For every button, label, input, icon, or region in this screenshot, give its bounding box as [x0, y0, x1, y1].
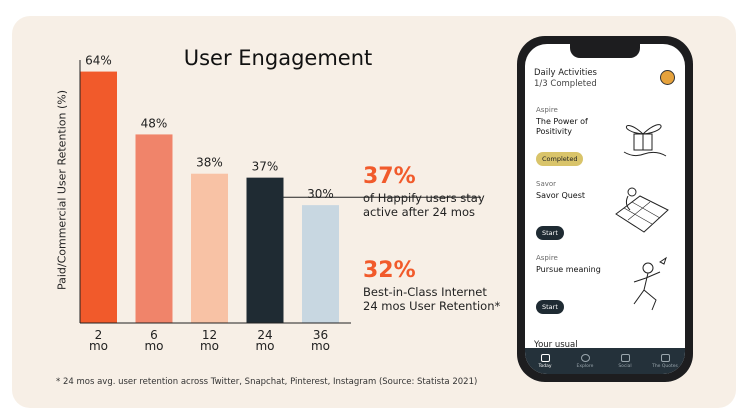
- activity-category: Aspire: [536, 106, 558, 114]
- bar-12-mo: [191, 173, 228, 323]
- x-tick-label: mo: [89, 339, 108, 353]
- activity-card-power-of-positivity[interactable]: Aspire The Power of Positivity Completed: [530, 100, 680, 172]
- tab-the-quotes-label: The Quotes: [652, 363, 678, 369]
- picnic-illustration-icon: [615, 187, 669, 233]
- stat-happify: 37% of Happify users stay active after 2…: [363, 164, 513, 219]
- bar-36-mo: [302, 205, 339, 323]
- bar-2-mo: [80, 71, 117, 323]
- x-tick-label: mo: [200, 339, 219, 353]
- chart-title: User Engagement: [183, 46, 373, 70]
- bar-value-label: 37%: [252, 160, 279, 174]
- tab-bar: Today Explore Social The Quotes: [525, 348, 685, 374]
- x-tick-label: 12: [202, 328, 217, 342]
- tab-today[interactable]: Today: [525, 348, 565, 374]
- stat-industry: 32% Best-in-Class Internet 24 mos User R…: [363, 258, 513, 313]
- tab-social[interactable]: Social: [605, 348, 645, 374]
- x-tick-label: mo: [255, 339, 274, 353]
- activity-category: Aspire: [536, 254, 558, 262]
- tab-social-label: Social: [618, 363, 632, 369]
- tab-today-label: Today: [538, 363, 552, 369]
- bar-6-mo: [135, 134, 173, 323]
- phone-screen: Daily Activities 1/3 Completed Aspire Th…: [525, 44, 685, 374]
- stat-happify-line-2: active after 24 mos: [363, 205, 475, 219]
- x-tick-label: 2: [95, 328, 103, 342]
- app-header-title: Daily Activities: [534, 68, 597, 78]
- stat-happify-value: 37%: [363, 164, 416, 189]
- activity-category: Savor: [536, 180, 557, 188]
- activity-card-savor-quest[interactable]: Savor Savor Quest Start: [530, 174, 680, 246]
- activity-name: Pursue meaning: [536, 265, 601, 274]
- phone-notch: [570, 44, 640, 58]
- bar-value-label: 48%: [141, 116, 168, 130]
- stat-industry-line-2: 24 mos User Retention*: [363, 299, 501, 313]
- x-tick-label: 24: [257, 328, 272, 342]
- bar-24-mo: [246, 177, 284, 323]
- quotes-icon: [660, 353, 670, 362]
- tab-explore[interactable]: Explore: [565, 348, 605, 374]
- activity-name: The Power of Positivity: [536, 117, 588, 136]
- start-button[interactable]: Start: [536, 300, 564, 314]
- stat-industry-line-1: Best-in-Class Internet: [363, 285, 487, 299]
- bar-value-label: 64%: [85, 54, 112, 68]
- completed-button[interactable]: Completed: [536, 152, 584, 166]
- gift-illustration-icon: [623, 124, 667, 157]
- activity-card-pursue-meaning[interactable]: Aspire Pursue meaning Start: [530, 248, 680, 320]
- stat-happify-line-1: of Happify users stay: [363, 191, 485, 205]
- bar-value-label: 30%: [307, 187, 334, 201]
- start-button[interactable]: Start: [536, 226, 564, 240]
- footnote: * 24 mos avg. user retention across Twit…: [56, 377, 478, 387]
- section-your-usual: Your usual: [534, 340, 578, 350]
- app-header: Daily Activities 1/3 Completed: [534, 68, 597, 90]
- x-tick-label: 36: [313, 328, 328, 342]
- tab-the-quotes[interactable]: The Quotes: [645, 348, 685, 374]
- phone-mockup: Daily Activities 1/3 Completed Aspire Th…: [517, 36, 693, 382]
- x-tick-label: 6: [150, 328, 158, 342]
- app-progress: 1/3 Completed: [534, 79, 597, 89]
- today-icon: [540, 353, 550, 362]
- avatar[interactable]: [660, 70, 675, 85]
- x-tick-label: mo: [144, 339, 163, 353]
- stat-industry-value: 32%: [363, 258, 416, 283]
- activity-name: Savor Quest: [536, 191, 586, 200]
- bar-value-label: 38%: [196, 156, 223, 170]
- tab-explore-label: Explore: [576, 363, 594, 369]
- social-icon: [620, 353, 630, 362]
- explore-icon: [580, 353, 590, 362]
- runner-illustration-icon: [633, 256, 667, 311]
- x-tick-label: mo: [311, 339, 330, 353]
